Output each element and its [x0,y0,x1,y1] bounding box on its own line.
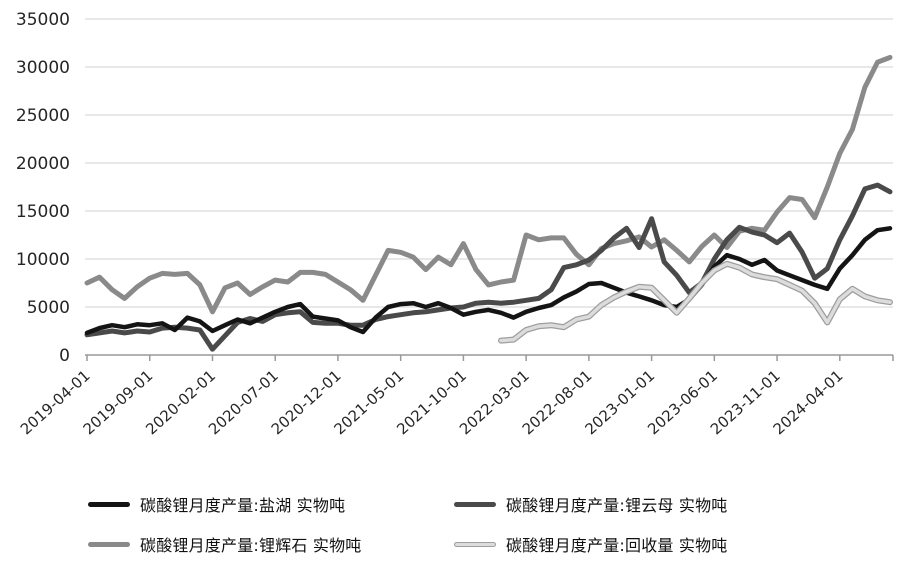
y-tick-label: 30000 [16,58,70,78]
x-axis [85,354,894,361]
series-lines [84,54,893,352]
series-line-recycled [499,262,892,343]
legend-line-swatch-salt-lake [88,501,130,507]
legend-item-lepidolite: 碳酸锂月度产量:锂云母 实物吨 [454,492,878,516]
legend-line-swatch-recycled [454,541,496,547]
legend-line-swatch-spodumene [88,541,130,547]
gridlines [85,18,893,308]
y-tick-label: 0 [59,346,70,366]
x-axis-labels: 2019-04-012019-09-012020-02-012020-07-01… [17,367,847,439]
y-tick-label: 20000 [16,154,70,174]
legend-line-swatch-lepidolite [454,501,496,507]
legend-item-spodumene: 碳酸锂月度产量:锂辉石 实物吨 [88,532,448,556]
series-line-lepidolite [84,182,893,352]
chart-plot-area: 0 5000 10000 15000 20000 25000 30000 35000 2019… [16,10,894,439]
y-tick-label: 15000 [16,202,70,222]
chart-legend: 碳酸锂月度产量:盐湖 实物吨 碳酸锂月度产量:锂云母 实物吨 碳酸锂月度产量:锂… [88,492,878,556]
y-axis-labels: 0 5000 10000 15000 20000 25000 30000 35000 [16,10,70,366]
y-tick-label: 25000 [16,106,70,126]
y-tick-label: 10000 [16,250,70,270]
legend-label-recycled: 碳酸锂月度产量:回收量 实物吨 [506,536,728,555]
legend-item-salt-lake: 碳酸锂月度产量:盐湖 实物吨 [88,492,448,516]
legend-item-recycled: 碳酸锂月度产量:回收量 实物吨 [454,532,878,556]
legend-label-salt-lake: 碳酸锂月度产量:盐湖 实物吨 [140,496,346,515]
legend-label-lepidolite: 碳酸锂月度产量:锂云母 实物吨 [506,496,728,515]
y-tick-label: 5000 [27,298,70,318]
series-line-spodumene [84,54,893,315]
y-tick-label: 35000 [16,10,70,30]
series-line-salt-lake [84,226,893,336]
legend-label-spodumene: 碳酸锂月度产量:锂辉石 实物吨 [140,536,362,555]
